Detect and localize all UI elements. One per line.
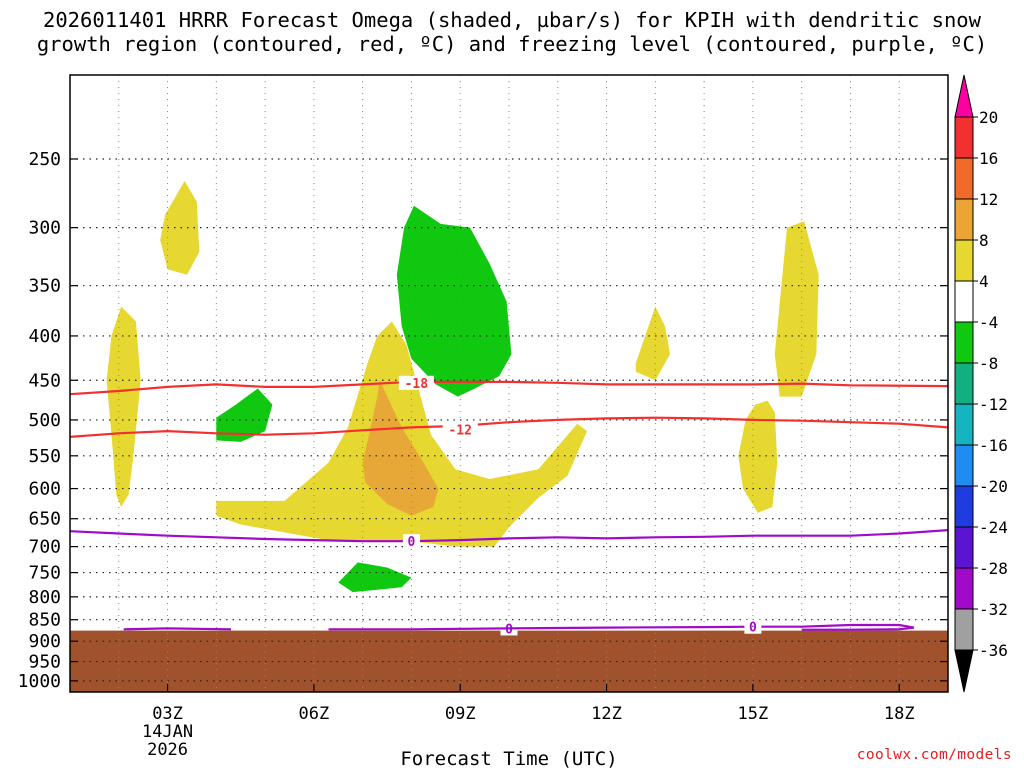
- contour-label-bg-0: [398, 375, 434, 390]
- contour-line-0: [69, 380, 949, 396]
- omega-region-8: [216, 388, 273, 442]
- colorbar-segment-10: [954, 485, 974, 528]
- y-tick-label-850: 850: [28, 610, 61, 631]
- y-tick-label-300: 300: [28, 218, 61, 239]
- y-tick-label-800: 800: [28, 587, 61, 608]
- y-tick-label-700: 700: [28, 537, 61, 558]
- x-date-line2: 2026: [147, 740, 188, 760]
- colorbar-label-12: -32: [979, 600, 1008, 619]
- x-tick-label-18Z: 18Z: [884, 704, 915, 724]
- credit-link[interactable]: coolwx.com/models: [856, 747, 1012, 763]
- contour-label-1: -12: [448, 424, 471, 439]
- colorbar-segment-1: [954, 116, 974, 159]
- contour-line-3: [123, 627, 232, 631]
- colorbar-segment-9: [954, 444, 974, 487]
- y-tick-label-750: 750: [28, 563, 61, 584]
- colorbar-label-1: 16: [979, 149, 998, 168]
- x-tick-label-09Z: 09Z: [445, 704, 476, 724]
- chart-title: 2026011401 HRRR Forecast Omega (shaded, …: [36, 8, 988, 56]
- y-tick-label-450: 450: [28, 370, 61, 391]
- plot-frame: [69, 74, 949, 693]
- y-tick-label-250: 250: [28, 149, 61, 170]
- contour-label-3: 0: [505, 622, 513, 637]
- contour-label-bg-1: [442, 422, 478, 437]
- omega-region-7: [396, 205, 512, 397]
- colorbar-segment-7: [954, 362, 974, 405]
- colorbar-label-13: -36: [979, 641, 1008, 660]
- x-tick-label-12Z: 12Z: [591, 704, 622, 724]
- omega-region-9: [338, 562, 412, 593]
- x-tick-label-03Z: 03Z: [152, 704, 183, 724]
- contour-label-2: 0: [408, 535, 416, 550]
- colorbar-segment-12: [954, 567, 974, 610]
- contour-label-bg-4: [744, 619, 762, 634]
- colorbar-label-0: 20: [979, 108, 998, 127]
- y-tick-label-600: 600: [28, 479, 61, 500]
- contour-line-1: [69, 416, 949, 438]
- contour-line-2: [69, 529, 949, 543]
- omega-region-6: [738, 400, 778, 513]
- omega-region-1: [106, 306, 141, 507]
- contour-label-bg-2: [402, 534, 420, 549]
- colorbar-segment-2: [954, 157, 974, 200]
- colorbar-segment-11: [954, 526, 974, 569]
- contour-label-4: 0: [749, 621, 757, 636]
- colorbar-label-11: -28: [979, 559, 1008, 578]
- colorbar-label-5: -4: [979, 313, 998, 332]
- y-tick-label-550: 550: [28, 446, 61, 467]
- contour-line-4: [328, 623, 915, 631]
- colorbar-label-3: 8: [979, 231, 989, 250]
- y-tick-label-950: 950: [28, 652, 61, 673]
- colorbar-label-9: -20: [979, 477, 1008, 496]
- colorbar-top-arrow: [954, 74, 974, 118]
- colorbar-label-4: 4: [979, 272, 989, 291]
- y-tick-label-350: 350: [28, 276, 61, 297]
- omega-region-4: [635, 306, 670, 381]
- x-tick-label-06Z: 06Z: [299, 704, 330, 724]
- x-date-line1: 14JAN: [142, 722, 193, 742]
- y-tick-label-1000: 1000: [18, 671, 61, 692]
- y-tick-label-650: 650: [28, 509, 61, 530]
- colorbar: 20 16 12 8 4 -4 -8 -12 -16 -20 -24 -28 -32 -36: [954, 74, 1008, 693]
- colorbar-segment-3: [954, 198, 974, 241]
- omega-region-0: [160, 180, 200, 275]
- omega-region-3: [362, 380, 439, 516]
- y-tick-label-900: 900: [28, 631, 61, 652]
- x-axis-label: Forecast Time (UTC): [400, 748, 617, 768]
- y-tick-label-500: 500: [28, 410, 61, 431]
- colorbar-label-8: -16: [979, 436, 1008, 455]
- colorbar-segment-5: [954, 280, 974, 323]
- colorbar-bottom-arrow: [954, 649, 974, 693]
- plot-content: -18 -12 0 0 0: [69, 75, 949, 692]
- omega-region-5: [774, 221, 819, 397]
- colorbar-label-7: -12: [979, 395, 1008, 414]
- y-tick-label-400: 400: [28, 326, 61, 347]
- colorbar-segment-6: [954, 321, 974, 364]
- colorbar-segment-4: [954, 239, 974, 282]
- axes: 2503003504004505005506006507007508008509…: [18, 74, 949, 760]
- colorbar-segment-8: [954, 403, 974, 446]
- colorbar-segment-13: [954, 608, 974, 651]
- colorbar-label-2: 12: [979, 190, 998, 209]
- colorbar-label-10: -24: [979, 518, 1008, 537]
- colorbar-label-6: -8: [979, 354, 998, 373]
- contour-label-0: -18: [405, 377, 429, 392]
- x-tick-label-15Z: 15Z: [738, 704, 769, 724]
